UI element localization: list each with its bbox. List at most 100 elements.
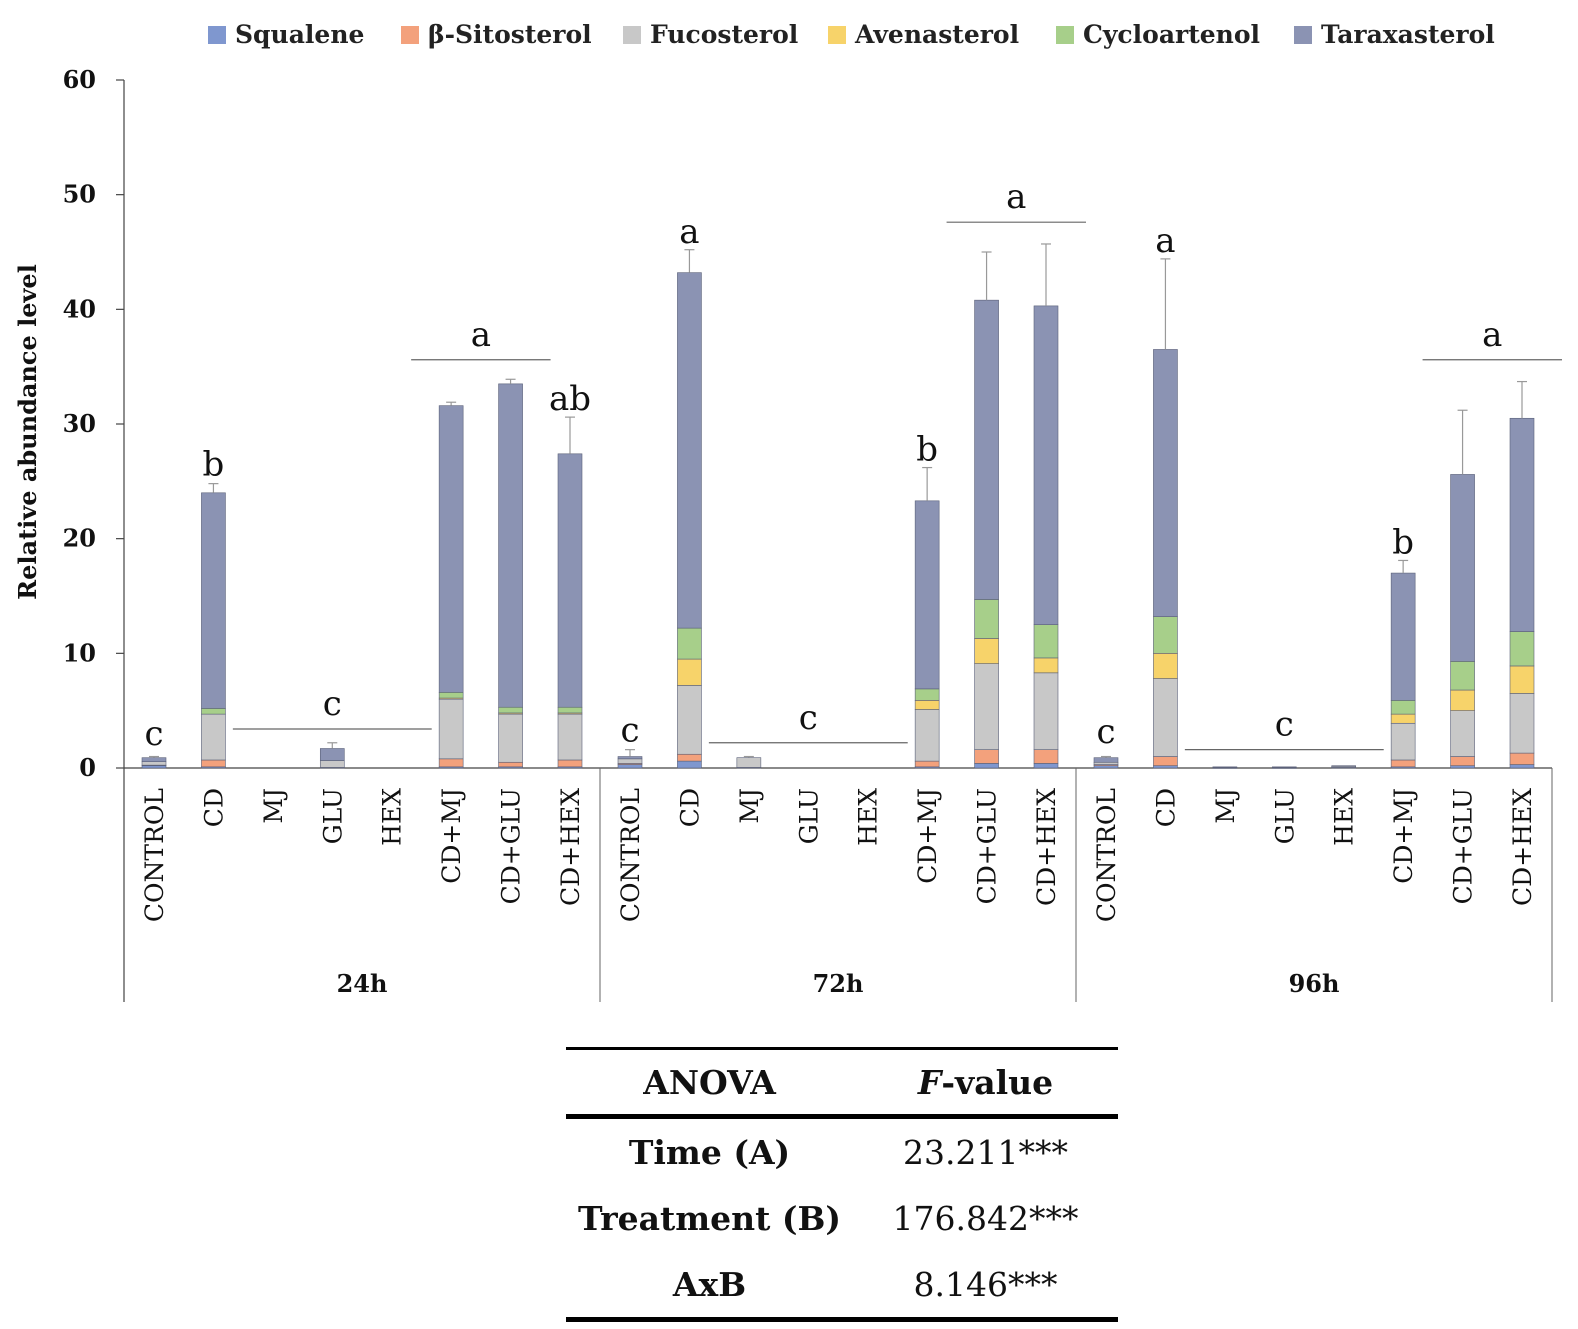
bar-segment	[1450, 661, 1475, 691]
bar-segment	[438, 758, 464, 768]
significance-letter: b	[203, 445, 225, 485]
bar-segment	[319, 748, 345, 761]
bar-segment	[617, 756, 643, 760]
bar-segment	[498, 706, 523, 714]
significance-letter: ab	[549, 379, 591, 419]
bar-segment	[914, 500, 940, 690]
bar-segment	[201, 713, 226, 761]
bar-segment	[557, 706, 583, 714]
bar-segment	[677, 760, 702, 769]
bar-segment	[1450, 689, 1475, 711]
x-tick-label: CONTROL	[616, 788, 645, 922]
significance-letter: a	[679, 212, 699, 252]
bar-segment	[1390, 700, 1416, 715]
bar-segment	[1033, 763, 1059, 769]
bar-segment	[498, 383, 523, 708]
x-tick-label: GLU	[318, 788, 347, 844]
bar-segment	[438, 692, 464, 699]
y-tick-label: 30	[63, 409, 96, 438]
x-tick-label: MJ	[1211, 788, 1240, 824]
x-tick-label: CD+HEX	[1032, 788, 1061, 906]
bar-segment	[974, 638, 999, 664]
x-tick-label: HEX	[854, 788, 883, 846]
legend-label: Avenasterol	[854, 20, 1019, 49]
bar-segment	[914, 700, 940, 710]
bar-segment	[1390, 722, 1416, 761]
bar-segment	[974, 763, 999, 769]
x-tick-label: CD+GLU	[497, 788, 526, 904]
legend-label: Cycloartenol	[1083, 20, 1260, 49]
bar-segment	[914, 688, 940, 701]
bar-segment	[1390, 713, 1416, 724]
bar-segment	[1033, 672, 1059, 750]
bar-segment	[677, 685, 702, 755]
bar-segment	[557, 713, 583, 761]
significance-letter: a	[1006, 177, 1026, 217]
bar-segment	[438, 698, 464, 760]
anova-value: 23.211***	[903, 1132, 1068, 1172]
anova-row-time: Time (A) 23.211***	[566, 1117, 1118, 1186]
anova-row-treatment: Treatment (B) 176.842***	[566, 1185, 1118, 1251]
legend-swatch	[828, 26, 846, 44]
bar-segment	[141, 765, 167, 769]
significance-letter: c	[144, 714, 163, 754]
y-tick-label: 50	[63, 180, 96, 209]
anova-header-factor: ANOVA	[566, 1048, 854, 1119]
bar-segment	[319, 760, 345, 768]
bar-segment	[141, 757, 167, 762]
labels: CONTROL CD MJ GLU HEX CD+MJ CD+GLU CD+HEX 24h CON…	[140, 177, 1562, 998]
y-tick-label: 10	[63, 638, 96, 667]
bar-segment	[201, 708, 226, 715]
bar-segment	[557, 453, 583, 708]
legend-swatch	[1294, 26, 1312, 44]
bar-segment	[1212, 766, 1238, 768]
bar-segment	[1509, 752, 1535, 765]
bar-segment	[677, 753, 702, 762]
anova-header-value: F-value	[853, 1048, 1118, 1119]
bar-segment	[1153, 349, 1178, 617]
x-tick-label: HEX	[1330, 788, 1359, 846]
x-tick-label: HEX	[378, 788, 407, 846]
bar-segment	[1390, 759, 1416, 768]
bar-segment	[498, 761, 523, 768]
bar-segment	[1033, 624, 1059, 659]
bar-segment	[1390, 572, 1416, 701]
y-axis-title: Relative abundance level	[13, 264, 42, 600]
y-tick-label: 20	[63, 524, 96, 553]
x-tick-label: CD	[199, 788, 228, 827]
bar-segment	[1153, 756, 1178, 767]
bar-segment	[617, 758, 643, 764]
x-tick-label: CONTROL	[140, 788, 169, 922]
bar-segment	[914, 760, 940, 768]
x-tick-label: GLU	[794, 788, 823, 844]
anova-row-interaction: AxB 8.146***	[566, 1251, 1118, 1322]
x-tick-label: CD+GLU	[973, 788, 1002, 904]
x-tick-label: CD+MJ	[1389, 788, 1418, 884]
y-tick-label: 60	[63, 65, 96, 94]
y-tick-label: 0	[79, 753, 96, 782]
anova-factor: Time (A)	[628, 1132, 791, 1172]
anova-header-value-italic: F	[917, 1062, 942, 1102]
bar-segment	[1153, 678, 1178, 757]
bar-segment	[1153, 765, 1178, 769]
significance-letter: a	[471, 315, 491, 355]
legend: Squalene β-Sitosterol Fucosterol Avenastero…	[208, 20, 1495, 49]
bar-segment	[1509, 417, 1535, 632]
legend-swatch	[208, 26, 226, 44]
y-tick-label: 40	[63, 294, 96, 323]
anova-factor: Treatment (B)	[578, 1198, 841, 1238]
group-label: 96h	[1289, 969, 1340, 998]
bar-segment	[1271, 766, 1297, 768]
x-tick-label: GLU	[1270, 788, 1299, 844]
bar-segment	[1509, 665, 1535, 694]
x-tick-label: CD	[675, 788, 704, 827]
group-label: 24h	[337, 969, 388, 998]
legend-swatch	[1056, 26, 1074, 44]
bar-segment	[974, 599, 999, 639]
bar-segment	[201, 492, 226, 709]
bar-segment	[1509, 693, 1535, 754]
bar-segment	[1450, 474, 1475, 662]
anova-table: ANOVA F-value Time (A) 23.211*** Treatme…	[566, 1047, 1118, 1322]
axes: 0 10 20 30 40 50 60 Relative abundance level	[13, 65, 1553, 1002]
bar-segment	[1450, 710, 1475, 757]
